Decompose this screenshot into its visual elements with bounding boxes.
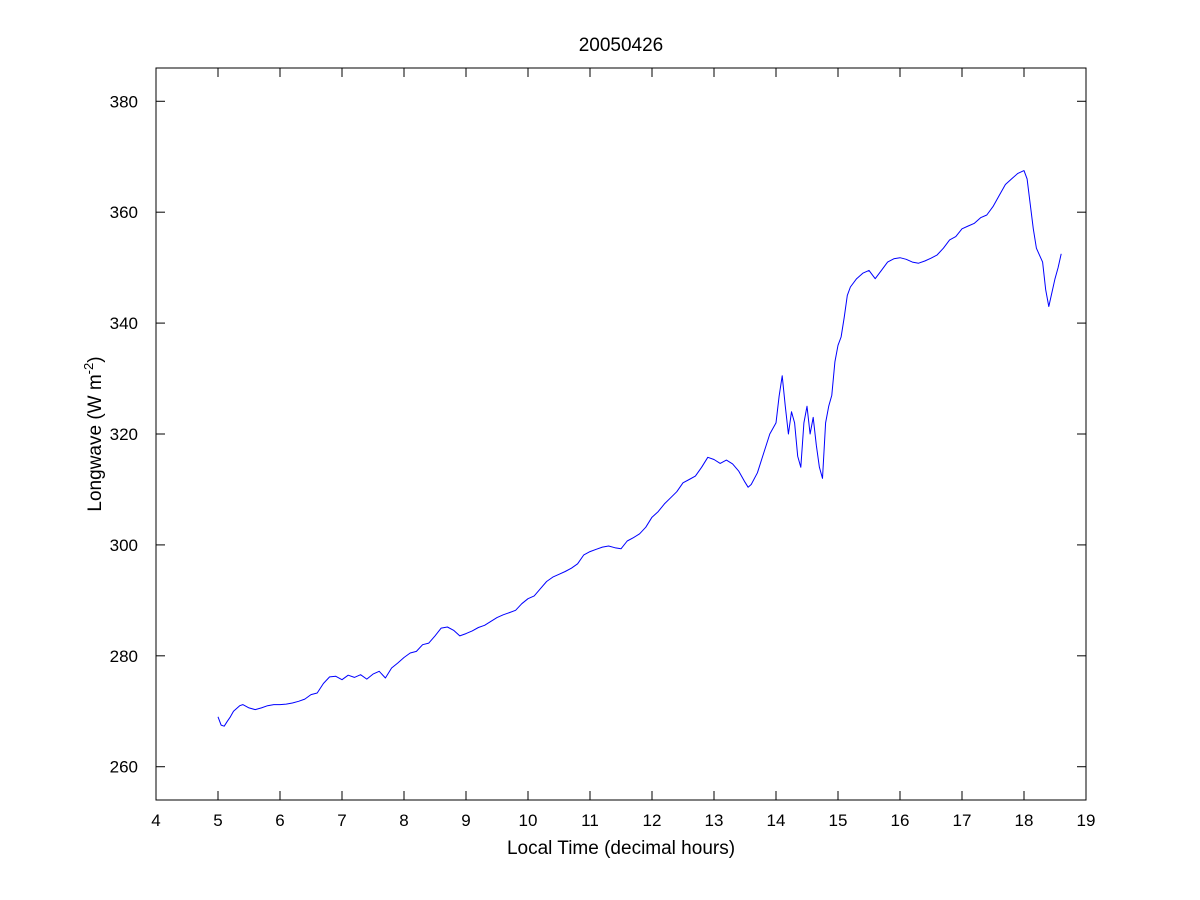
- x-tick-label: 8: [399, 811, 408, 830]
- x-tick-label: 5: [213, 811, 222, 830]
- x-tick-label: 11: [581, 811, 599, 830]
- y-tick-label: 380: [110, 92, 138, 111]
- y-tick-labels: 260 280 300 320 340 360 380: [110, 92, 138, 776]
- y-tick-label: 300: [110, 536, 138, 555]
- y-tick-label: 260: [110, 758, 138, 777]
- x-tick-label: 13: [705, 811, 724, 830]
- longwave-series-line: [217, 170, 1062, 727]
- y-tick-label: 360: [110, 203, 138, 222]
- plot-area-frame: [155, 67, 1087, 801]
- x-tick-label: 9: [461, 811, 470, 830]
- axis-ticks: [155, 68, 1087, 800]
- x-tick-label: 12: [643, 811, 662, 830]
- x-tick-label: 10: [519, 811, 538, 830]
- x-tick-label: 18: [1015, 811, 1034, 830]
- y-axis-label-text: Longwave (W m: [85, 374, 106, 511]
- y-axis-label-superscript: -2: [81, 363, 96, 375]
- x-tick-label: 15: [829, 811, 848, 830]
- series-layer: [217, 170, 1062, 727]
- y-tick-label: 280: [110, 647, 138, 666]
- chart-title: 20050426: [579, 35, 664, 56]
- x-tick-label: 19: [1077, 811, 1096, 830]
- x-tick-label: 17: [953, 811, 972, 830]
- x-tick-label: 7: [337, 811, 346, 830]
- x-tick-label: 4: [151, 811, 160, 830]
- x-axis-label: Local Time (decimal hours): [507, 838, 735, 859]
- x-tick-labels: 4 5 6 7 8 9 10 11 12 13 14 15 16 17 18 19: [151, 811, 1095, 830]
- x-tick-label: 14: [767, 811, 786, 830]
- y-axis-label-close: ): [85, 356, 106, 362]
- x-tick-label: 6: [275, 811, 284, 830]
- y-tick-label: 320: [110, 425, 138, 444]
- y-tick-label: 340: [110, 314, 138, 333]
- y-axis-label: Longwave (W m-2): [81, 356, 106, 511]
- x-tick-label: 16: [891, 811, 910, 830]
